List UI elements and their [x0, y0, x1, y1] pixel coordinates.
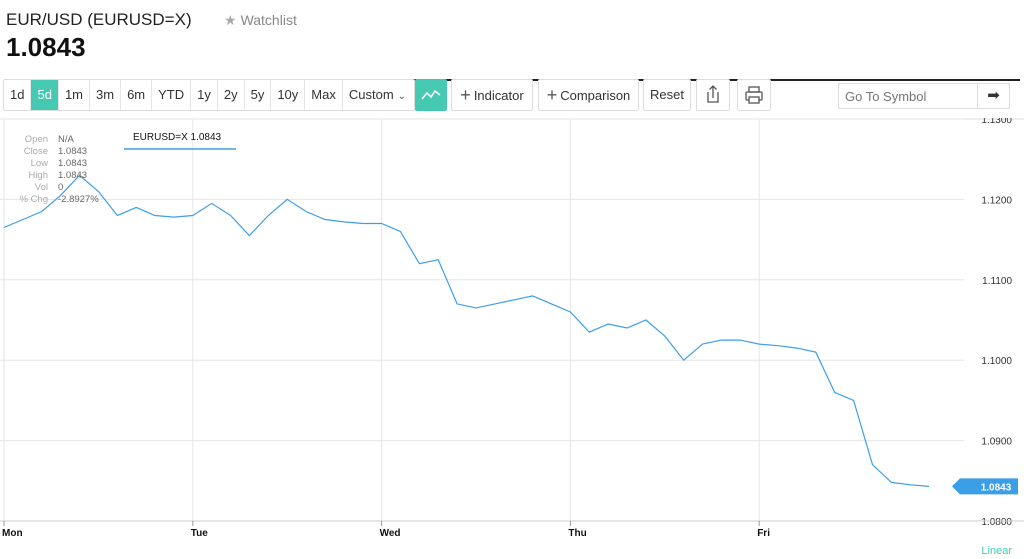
share-icon: [707, 85, 719, 103]
ohlc-value: N/A: [58, 134, 75, 145]
printer-icon: [745, 86, 763, 104]
series-legend-label: EURUSD=X 1.0843: [133, 132, 222, 143]
range-6m-button[interactable]: 6m: [121, 80, 153, 110]
y-tick-label: 1.1000: [981, 356, 1012, 367]
custom-range-dropdown[interactable]: Custom ⌄: [343, 80, 414, 110]
price-line: [3, 174, 930, 487]
range-1y-button[interactable]: 1y: [191, 80, 218, 110]
x-tick-label: Mon: [2, 528, 23, 539]
plus-icon: +: [546, 85, 558, 105]
y-axis: 1.1300 1.1200 1.1100 1.1000 1.0900 1.0800: [981, 118, 1012, 528]
range-max-button[interactable]: Max: [305, 80, 343, 110]
last-price-marker: 1.0843: [952, 478, 1018, 495]
y-tick-label: 1.1300: [981, 118, 1012, 126]
scale-toggle[interactable]: Linear: [981, 545, 1012, 557]
x-tick-label: Tue: [191, 528, 208, 539]
chevron-down-icon: ⌄: [397, 91, 407, 102]
x-tick-label: Thu: [568, 528, 586, 539]
ohlc-label: Close: [24, 146, 48, 157]
x-axis: Mon Tue Wed Thu Fri: [0, 520, 1024, 539]
ohlc-label: Vol: [35, 182, 48, 193]
comparison-button[interactable]: + Comparison: [538, 79, 639, 111]
ohlc-value: 0: [58, 182, 63, 193]
range-5y-button[interactable]: 5y: [245, 80, 272, 110]
reset-button[interactable]: Reset: [643, 79, 691, 111]
range-3m-button[interactable]: 3m: [90, 80, 122, 110]
last-price: 1.0843: [6, 32, 86, 62]
watchlist-label: Watchlist: [240, 12, 297, 28]
chart-type-button[interactable]: [415, 79, 447, 111]
ohlc-value: 1.0843: [58, 146, 87, 157]
symbol-title: EUR/USD (EURUSD=X): [6, 10, 192, 29]
indicator-button[interactable]: + Indicator: [451, 79, 533, 111]
range-ytd-button[interactable]: YTD: [152, 80, 192, 110]
ohlc-panel: Open N/A Close 1.0843 Low 1.0843 High 1.0843 Vol…: [19, 134, 99, 205]
ohlc-label: Open: [25, 134, 48, 145]
ohlc-label: High: [28, 170, 48, 181]
arrow-right-icon[interactable]: ➡: [977, 84, 1009, 108]
quote-header: EUR/USD (EURUSD=X) ★ Watchlist 1.0843: [6, 8, 1020, 81]
symbol-search-input[interactable]: [839, 84, 979, 108]
star-icon: ★: [224, 12, 237, 28]
share-button[interactable]: [696, 79, 730, 111]
series-legend: EURUSD=X 1.0843: [124, 132, 236, 150]
custom-range-label: Custom: [348, 87, 394, 102]
line-chart-icon: [421, 89, 441, 100]
x-tick-label: Fri: [757, 528, 770, 539]
range-1m-button[interactable]: 1m: [59, 80, 90, 110]
range-2y-button[interactable]: 2y: [218, 80, 245, 110]
y-tick-label: 1.0800: [981, 517, 1012, 528]
chart-grid: [0, 118, 964, 522]
range-5d-button[interactable]: 5d: [31, 80, 59, 110]
watchlist-button[interactable]: ★ Watchlist: [224, 12, 297, 29]
indicator-label: Indicator: [473, 88, 524, 103]
ohlc-label: Low: [31, 158, 49, 169]
x-tick-label: Wed: [380, 528, 401, 539]
range-selector: 1d 5d 1m 3m 6m YTD 1y 2y 5y 10y Max Cust…: [3, 79, 416, 111]
ohlc-value: 1.0843: [58, 170, 87, 181]
y-tick-label: 1.1100: [982, 276, 1012, 287]
ohlc-label: % Chg: [19, 194, 48, 205]
chart-toolbar: 1d 5d 1m 3m 6m YTD 1y 2y 5y 10y Max Cust…: [0, 79, 1024, 113]
plus-icon: +: [460, 85, 471, 105]
print-button[interactable]: [737, 79, 771, 111]
ohlc-value: -2.8927%: [58, 194, 99, 205]
y-tick-label: 1.1200: [981, 195, 1012, 206]
range-1d-button[interactable]: 1d: [4, 80, 32, 110]
symbol-search: ➡: [838, 83, 1010, 109]
ohlc-value: 1.0843: [58, 158, 87, 169]
last-price-badge-label: 1.0843: [981, 482, 1012, 493]
price-chart[interactable]: 1.1300 1.1200 1.1100 1.1000 1.0900 1.0800 Mon…: [0, 118, 1024, 559]
last-price-badge: [952, 478, 1018, 495]
y-tick-label: 1.0900: [981, 437, 1012, 448]
comparison-label: Comparison: [560, 88, 631, 103]
range-10y-button[interactable]: 10y: [271, 80, 306, 110]
